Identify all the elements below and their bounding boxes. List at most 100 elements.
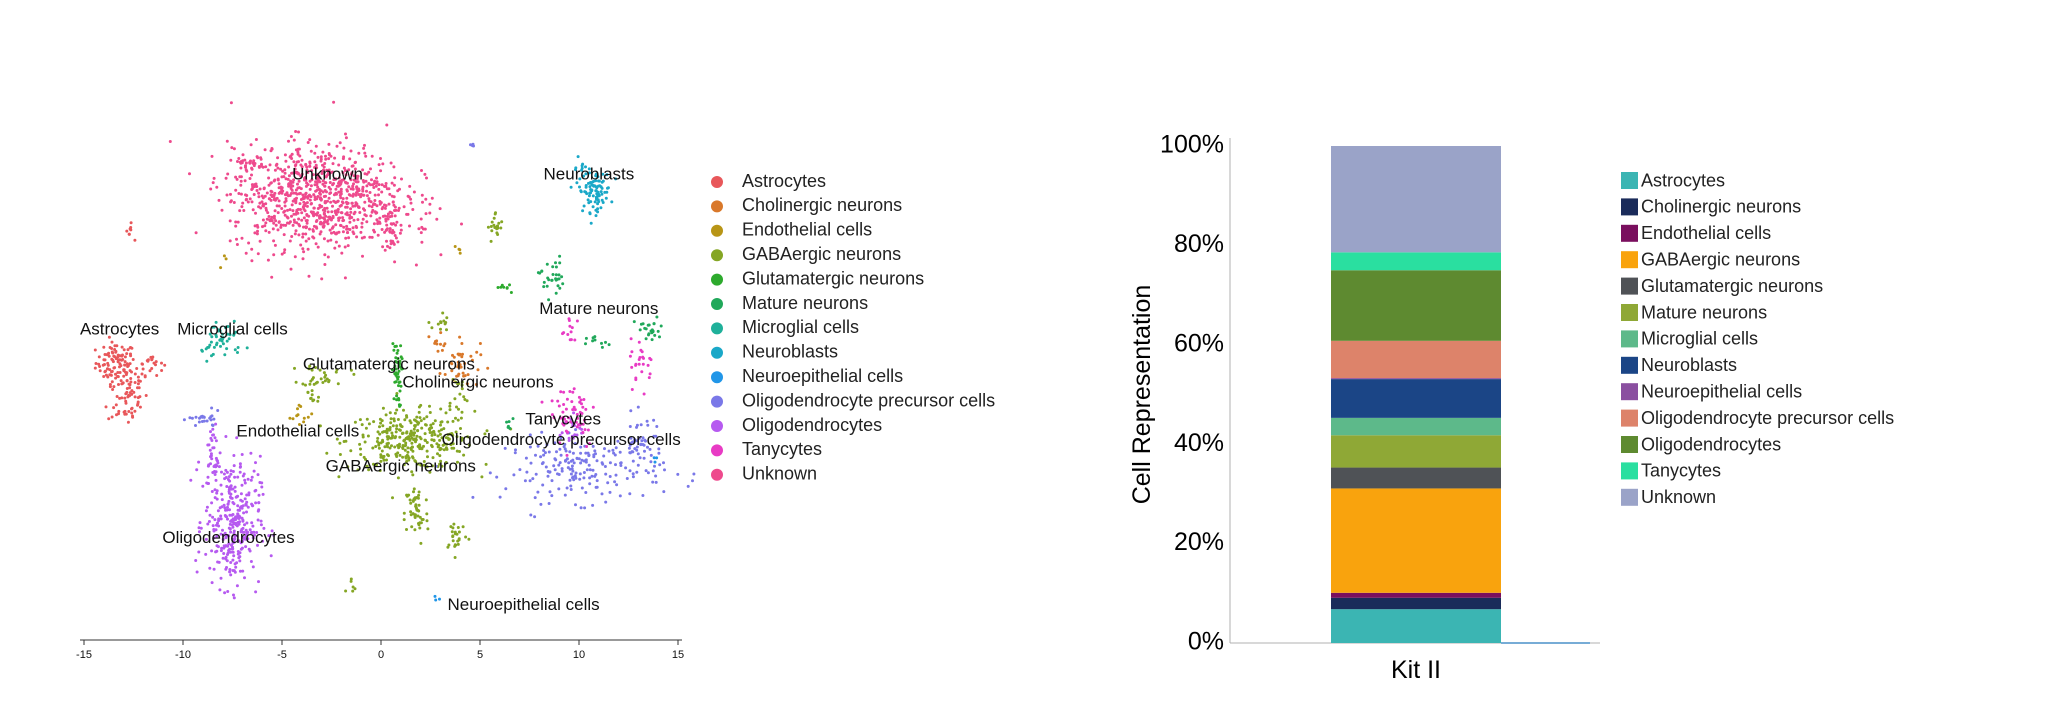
umap-point <box>298 202 302 206</box>
umap-point <box>232 540 236 544</box>
umap-point <box>304 195 308 199</box>
umap-point <box>389 161 393 165</box>
umap-point <box>154 360 158 364</box>
umap-point <box>582 476 586 480</box>
umap-point <box>314 366 317 369</box>
umap-point <box>420 426 424 430</box>
umap-point <box>438 454 442 458</box>
umap-point <box>128 386 132 390</box>
umap-point <box>442 319 446 323</box>
umap-point <box>453 543 457 547</box>
umap-point <box>439 327 442 331</box>
umap-point <box>206 346 210 349</box>
umap-point <box>409 432 412 436</box>
umap-point <box>209 340 213 344</box>
umap-point <box>387 454 390 458</box>
umap-point <box>411 208 415 211</box>
umap-x-tick-label: -15 <box>76 649 92 661</box>
umap-point <box>227 499 231 503</box>
umap-point <box>416 429 420 433</box>
umap-point <box>310 377 314 381</box>
umap-point <box>244 161 248 165</box>
umap-point <box>654 434 658 438</box>
umap-scatter-plot: -15 -10 -5 0 5 10 15 Unknown NeuroblastsAstrocy… <box>76 100 995 661</box>
umap-point <box>256 225 260 229</box>
umap-point <box>291 209 295 213</box>
umap-point <box>561 332 564 336</box>
umap-point <box>631 475 635 479</box>
umap-point <box>635 423 639 427</box>
umap-point <box>409 501 413 505</box>
umap-point <box>442 344 446 348</box>
umap-point <box>643 449 646 453</box>
umap-point <box>233 348 237 352</box>
umap-point <box>553 468 557 472</box>
umap-point <box>402 511 406 515</box>
umap-point <box>226 553 229 556</box>
umap-point <box>342 440 346 443</box>
umap-point <box>405 494 409 498</box>
umap-point <box>603 190 607 194</box>
umap-point <box>306 141 310 144</box>
umap-point <box>204 537 208 541</box>
umap-point <box>587 171 591 175</box>
umap-point <box>232 464 236 468</box>
umap-point <box>118 396 122 400</box>
umap-point <box>569 417 573 421</box>
umap-legend-label: Glutamatergic neurons <box>742 268 924 288</box>
umap-point <box>337 244 341 248</box>
umap-point <box>417 503 421 507</box>
umap-point <box>424 423 428 427</box>
umap-point <box>302 420 306 424</box>
umap-point <box>436 349 440 353</box>
umap-point <box>386 437 390 441</box>
umap-point <box>326 173 330 177</box>
umap-point <box>413 496 417 500</box>
umap-point <box>557 473 561 476</box>
umap-point <box>224 567 228 571</box>
umap-point <box>297 233 301 237</box>
umap-point <box>423 432 427 436</box>
umap-point <box>408 224 411 228</box>
umap-point <box>376 220 380 224</box>
umap-point <box>103 363 106 366</box>
umap-point <box>314 163 318 167</box>
umap-point <box>244 251 248 255</box>
umap-point <box>214 470 218 474</box>
umap-point <box>413 513 417 517</box>
umap-point <box>113 344 117 348</box>
umap-point <box>319 377 323 381</box>
umap-point <box>639 322 643 326</box>
umap-point <box>319 157 323 161</box>
umap-point <box>587 201 591 205</box>
umap-point <box>289 267 293 271</box>
umap-point <box>365 184 369 188</box>
umap-point <box>302 216 306 220</box>
umap-point <box>584 342 587 346</box>
umap-point <box>654 480 658 484</box>
umap-point <box>353 161 357 165</box>
umap-point <box>315 166 319 170</box>
umap-point <box>523 479 527 483</box>
umap-point <box>316 155 320 159</box>
umap-point <box>488 471 492 475</box>
umap-point <box>631 472 635 476</box>
umap-point <box>218 588 222 592</box>
umap-point <box>305 221 309 225</box>
umap-point <box>286 194 290 198</box>
umap-point <box>283 171 287 175</box>
umap-point <box>229 101 233 105</box>
umap-point <box>129 221 133 225</box>
umap-point <box>219 514 223 518</box>
umap-point <box>443 373 447 376</box>
umap-point <box>328 215 332 219</box>
umap-point <box>120 382 124 386</box>
umap-point <box>357 193 361 196</box>
umap-point <box>495 227 499 231</box>
umap-point <box>318 424 322 428</box>
umap-point <box>117 383 120 386</box>
umap-point <box>136 382 140 386</box>
umap-point <box>319 216 323 219</box>
